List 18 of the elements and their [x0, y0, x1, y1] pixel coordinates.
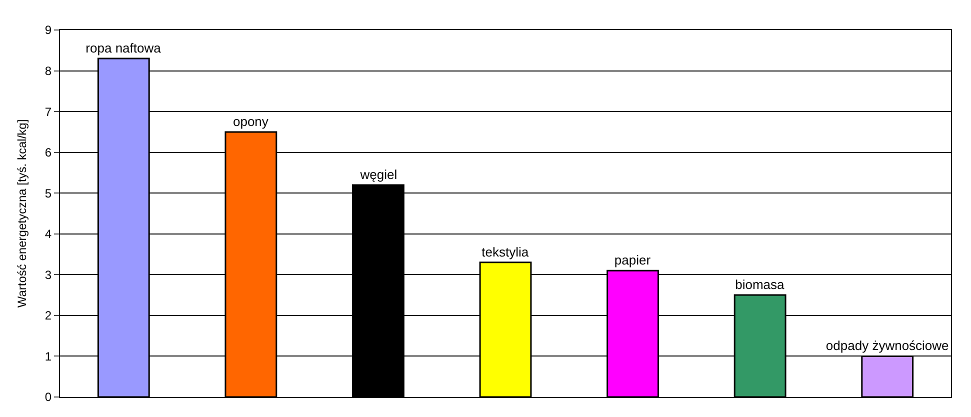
- x-tick-label: tekstylia: [482, 244, 530, 260]
- y-tick-label: 8: [44, 64, 52, 78]
- y-axis-title: Wartość energetyczna [tyś. kcal/kg]: [15, 119, 30, 308]
- y-tick-label: 6: [44, 146, 52, 160]
- x-tick-label: odpady żywnościowe: [826, 338, 949, 354]
- x-tick-label: biomasa: [735, 277, 786, 292]
- x-tick-label: ropa naftowa: [86, 40, 162, 56]
- x-tick-label: papier: [614, 252, 652, 268]
- y-tick-label: 5: [44, 186, 52, 200]
- x-tick-label: węgiel: [359, 166, 398, 182]
- y-tick-label: 3: [44, 268, 52, 282]
- y-tick-label: 7: [44, 104, 52, 119]
- x-tick-label: opony: [232, 114, 269, 129]
- y-tick-label: 0: [44, 390, 52, 404]
- y-tick-label: 1: [44, 349, 52, 364]
- y-tick-label: 2: [44, 308, 52, 323]
- y-tick-label: 9: [44, 23, 52, 38]
- y-tick-label: 4: [44, 227, 52, 242]
